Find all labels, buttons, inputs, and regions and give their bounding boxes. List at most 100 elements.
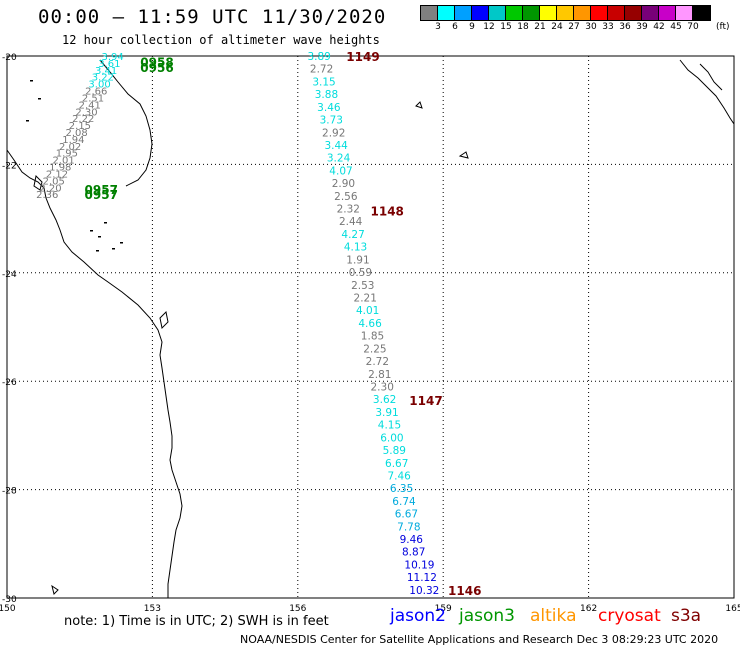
colorbar-tick-label: 33 — [602, 22, 614, 32]
latitude-label: -30 — [2, 595, 17, 605]
colorbar-tick-label: 3 — [435, 22, 441, 32]
wave-height-value: 1.85 — [361, 331, 384, 343]
satellite-cryosat: cryosat — [598, 606, 661, 626]
satellite-jason3: jason3 — [459, 606, 515, 626]
wave-height-value: 3.44 — [324, 140, 348, 152]
wave-height-value: 11.12 — [407, 572, 437, 584]
wave-height-value: 3.46 — [317, 102, 341, 114]
latitude-label: -24 — [2, 270, 17, 280]
wave-height-value: 3.00 — [88, 80, 110, 91]
wave-height-value: 2.30 — [75, 107, 97, 118]
pass-time-label: 1148 — [371, 204, 404, 218]
wave-height-value: 1.98 — [49, 163, 71, 174]
wave-height-value: 2.56 — [334, 191, 358, 203]
wave-height-value: 2.66 — [85, 87, 107, 98]
colorbar-swatch — [557, 6, 574, 20]
pass-time-label: 0956 — [140, 61, 173, 75]
coastline-segment — [159, 310, 169, 330]
wave-height-value: 3.88 — [315, 89, 338, 101]
wave-height-value: 3.24 — [327, 153, 351, 165]
colorbar-tick-label: 70 — [687, 22, 699, 32]
wave-height-value: 4.13 — [344, 242, 367, 254]
colorbar-swatch — [574, 6, 591, 20]
satellite-s3a: s3a — [671, 606, 702, 626]
wave-height-value: 6.67 — [385, 458, 408, 470]
wave-height-value: 4.66 — [358, 318, 382, 330]
wave-height-value: 2.05 — [43, 176, 65, 187]
colorbar-swatch — [642, 6, 659, 20]
wave-height-value: 2.51 — [82, 93, 104, 104]
pass-time-label: 0957 — [85, 188, 118, 202]
wave-height-value: 6.67 — [395, 509, 418, 521]
colorbar-tick-label: 27 — [568, 22, 580, 32]
wave-height-value: 3.91 — [375, 407, 398, 419]
wave-height-value: 2.01 — [52, 156, 74, 167]
wave-height-value: 2.02 — [59, 142, 81, 153]
wave-height-value: 5.89 — [383, 445, 406, 457]
reef-speck — [120, 242, 123, 244]
map-subtitle: 12 hour collection of altimeter wave hei… — [62, 33, 380, 47]
pass-time-label: 1147 — [409, 394, 442, 408]
wave-height-value: 6.74 — [392, 496, 416, 508]
wave-height-value: 0.59 — [349, 267, 372, 279]
pass-time-label: 1146 — [448, 584, 481, 598]
wave-height-value: 3.15 — [312, 76, 335, 88]
colorbar-tick-label: 21 — [534, 22, 546, 32]
wave-height-value: 2.32 — [337, 204, 360, 216]
wave-height-value: 1.91 — [346, 254, 369, 266]
wave-height-value: 2.20 — [39, 183, 61, 194]
coastline — [6, 59, 735, 598]
colorbar-tick-label: 45 — [670, 22, 682, 32]
coastline-segment — [51, 584, 59, 595]
colorbar-swatch — [472, 6, 489, 20]
coastline-segment — [99, 59, 153, 187]
wave-height-value: 1.95 — [56, 149, 78, 160]
wave-height-value: 2.81 — [368, 369, 391, 381]
wave-height-value: 2.22 — [72, 114, 94, 125]
colorbar-swatch — [591, 6, 608, 20]
latitude-label: -28 — [2, 487, 17, 497]
wave-height-value: 4.27 — [341, 229, 364, 241]
wave-height-value: 2.21 — [354, 293, 377, 305]
wave-height-value: 2.30 — [371, 381, 394, 393]
wave-height-value: 2.72 — [310, 64, 333, 76]
wave-height-value: 6.35 — [390, 483, 413, 495]
reef-speck — [90, 230, 93, 232]
coastline-segment — [679, 59, 735, 125]
wave-height-value: 2.44 — [339, 216, 363, 228]
wave-height-value: 2.53 — [351, 280, 374, 292]
wave-height-value: 4.01 — [356, 305, 379, 317]
longitude-label: 162 — [580, 604, 597, 614]
reef-speck — [26, 120, 29, 122]
colorbar-tick-label: 15 — [500, 22, 512, 32]
colorbar-swatch — [693, 6, 710, 20]
wave-height-value: 7.78 — [397, 521, 420, 533]
wave-height-value: 3.62 — [373, 394, 396, 406]
reef-speck — [30, 80, 33, 82]
colorbar-swatch — [421, 6, 438, 20]
longitude-label: 153 — [144, 604, 161, 614]
reef-speck — [112, 248, 115, 250]
map-note: note: 1) Time is in UTC; 2) SWH is in fe… — [64, 614, 329, 629]
reef-speck — [38, 98, 41, 100]
wave-height-value: 2.12 — [46, 169, 68, 180]
reef-speck — [96, 250, 99, 252]
colorbar-tick-label: 18 — [517, 22, 529, 32]
wave-height-value: 2.90 — [332, 178, 355, 190]
wave-height-value: 2.92 — [322, 127, 345, 139]
wave-height-value: 6.00 — [380, 432, 403, 444]
wave-height-value: 2.41 — [79, 100, 101, 111]
wave-height-value: 3.89 — [307, 51, 330, 63]
wave-height-value: 3.61 — [98, 59, 120, 70]
satellite-jason2: jason2 — [390, 606, 446, 626]
map-footer: NOAA/NESDIS Center for Satellite Applica… — [240, 633, 719, 646]
wave-height-value: 8.87 — [402, 547, 425, 559]
wave-height-value: 3.22 — [92, 73, 114, 84]
colorbar-swatch — [489, 6, 506, 20]
wave-height-value: 9.46 — [400, 534, 424, 546]
colorbar-swatch — [676, 6, 693, 20]
wave-height-value: 2.08 — [66, 128, 88, 139]
